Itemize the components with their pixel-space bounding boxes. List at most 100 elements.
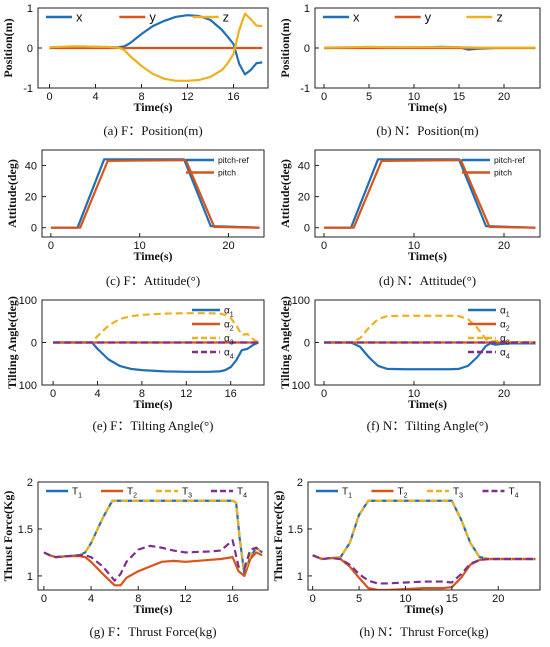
y-axis-label: Tilting Angle(deg) — [5, 296, 19, 389]
series-group — [43, 499, 263, 587]
y-axis-label: Position(m) — [278, 18, 292, 77]
series-group — [53, 312, 260, 373]
y-tick-label: 0 — [304, 338, 310, 350]
y-tick-label: 0 — [304, 223, 310, 235]
chart-panel-c: 0 10 20 0 20 40 Time(s) Attitude(deg) (c) F：Atti… — [5, 149, 265, 288]
series-line-1 — [43, 499, 263, 576]
series-line-3 — [49, 12, 263, 82]
legend-label: T4 — [509, 487, 519, 500]
legend-label: T2 — [127, 487, 137, 500]
series-line-2 — [43, 551, 263, 587]
x-tick-label: 0 — [41, 593, 47, 605]
chart-panel-b: 0 5 10 15 20 -1 0 1 Time(s) Position(m) (b) N：Posi… — [278, 3, 541, 138]
y-axis-label: Tilting Angle(deg) — [278, 296, 292, 389]
panel-caption: (a) F：Position(m) — [103, 123, 202, 138]
x-axis-label: Time(s) — [404, 602, 443, 616]
chart-panel-f: 0 10 20 100 0 100 Time(s) Tilting Angle(deg) (f)… — [278, 295, 541, 433]
legend-label: T4 — [237, 487, 247, 500]
y-tick-label: 20 — [25, 192, 37, 204]
series-line-3 — [324, 314, 536, 344]
legend-label: x — [76, 10, 83, 25]
x-tick-label: 20 — [498, 388, 510, 400]
legend: x y z — [46, 10, 229, 25]
y-tick-label: 1 — [304, 3, 310, 15]
series-line-4 — [43, 539, 263, 582]
x-tick-label: 8 — [138, 91, 144, 103]
x-tick-label: 4 — [94, 388, 100, 400]
x-axis-label: Time(s) — [133, 602, 172, 616]
x-axis-label: Time(s) — [408, 249, 447, 263]
x-tick-label: 20 — [492, 593, 504, 605]
legend-label: T1 — [342, 487, 352, 500]
x-tick-label: 10 — [134, 240, 146, 252]
legend-label: y — [425, 10, 432, 25]
y-tick-label: 40 — [25, 161, 37, 173]
x-axis-label: Time(s) — [133, 397, 172, 411]
x-tick-label: 16 — [226, 593, 238, 605]
y-tick-label: 1 — [27, 571, 33, 583]
panel-caption: (b) N：Position(m) — [376, 123, 478, 138]
x-tick-label: 0 — [321, 388, 327, 400]
series-group — [324, 158, 536, 229]
x-tick-label: 0 — [48, 240, 54, 252]
y-tick-label: 0 — [27, 43, 33, 55]
legend-label: pitch-ref — [218, 155, 249, 165]
panel-caption: (h) N：Thrust Force(kg) — [359, 624, 488, 639]
x-tick-label: 12 — [180, 388, 192, 400]
legend-label: α3 — [224, 334, 234, 347]
series-line-1 — [53, 341, 259, 373]
y-tick-label: 1 — [297, 571, 303, 583]
y-axis-label: Position(m) — [1, 18, 15, 77]
x-tick-label: 15 — [453, 91, 465, 103]
series-group — [49, 12, 263, 82]
y-tick-label: 2 — [297, 477, 303, 489]
x-tick-label: 0 — [310, 593, 316, 605]
axes-box — [37, 481, 269, 591]
x-tick-label: 0 — [46, 91, 52, 103]
y-tick-label: 0 — [31, 223, 37, 235]
y-tick-label: 0 — [304, 43, 310, 55]
legend: T1 T2 T3 T4 — [316, 487, 519, 500]
x-tick-label: 20 — [498, 240, 510, 252]
x-tick-label: 10 — [408, 240, 420, 252]
series-line-3 — [323, 45, 536, 49]
legend-label: T1 — [72, 487, 82, 500]
x-tick-label: 0 — [321, 91, 327, 103]
x-axis-label: Time(s) — [133, 249, 172, 263]
legend-label: α3 — [500, 334, 510, 347]
y-tick-label: 1.5 — [288, 524, 303, 536]
x-tick-label: 15 — [446, 593, 458, 605]
x-tick-label: 10 — [408, 91, 420, 103]
series-line-3 — [312, 499, 536, 561]
panel-caption: (c) F：Attitude(°) — [106, 273, 200, 288]
legend-label: α4 — [500, 348, 510, 361]
legend: pitch-ref pitch — [462, 155, 525, 177]
x-tick-label: 0 — [321, 240, 327, 252]
panel-caption: (d) N：Attitude(°) — [379, 273, 476, 288]
y-tick-label: 2 — [27, 477, 33, 489]
chart-panel-a: 0 4 8 12 16 -1 0 1 Time(s) Position(m) (a) F：Posit… — [1, 3, 269, 138]
y-tick-label: 100 — [292, 380, 310, 392]
x-tick-label: 0 — [50, 388, 56, 400]
legend-label: y — [149, 10, 156, 25]
legend-label: x — [353, 10, 360, 25]
axes-box — [314, 149, 541, 238]
series-line-4 — [312, 554, 536, 585]
y-tick-label: 20 — [298, 192, 310, 204]
y-tick-label: 1.5 — [18, 524, 33, 536]
legend-label: pitch — [218, 167, 236, 177]
y-tick-label: 1 — [27, 3, 33, 15]
series-group — [50, 158, 260, 229]
series-line-2 — [50, 159, 260, 229]
x-axis-label: Time(s) — [408, 100, 447, 114]
legend: T1 T2 T3 T4 — [46, 487, 247, 500]
series-group — [324, 314, 536, 371]
panel-caption: (f) N：Tilting Angle(°) — [367, 418, 489, 433]
x-tick-label: 4 — [92, 91, 98, 103]
series-line-1 — [324, 341, 536, 371]
y-tick-label: -1 — [300, 83, 310, 95]
legend-label: T3 — [182, 487, 192, 500]
y-axis-label: Attitude(deg) — [5, 159, 19, 228]
